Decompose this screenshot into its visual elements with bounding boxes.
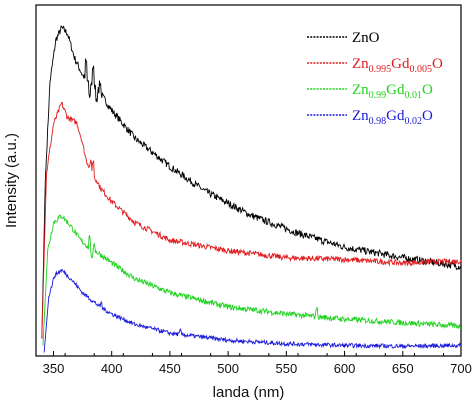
x-tick-label-700: 700 — [450, 361, 472, 376]
x-tick-label-650: 650 — [392, 361, 414, 376]
x-tick-label-550: 550 — [275, 361, 297, 376]
series-line-3 — [43, 268, 462, 353]
legend: ZnO Zn0.995Gd0.005O Zn0.99Gd0.01O Zn0.98Gd0… — [307, 30, 443, 127]
series-line-2 — [42, 214, 462, 346]
y-axis-title: Intensity (a.u.) — [3, 133, 20, 228]
x-tick-label-450: 450 — [159, 361, 181, 376]
x-tick-label-400: 400 — [101, 361, 123, 376]
series-line-1 — [41, 101, 462, 339]
x-tick-label-350: 350 — [43, 361, 65, 376]
legend-label-2: Zn0.99Gd0.01O — [352, 82, 433, 101]
series-layer — [41, 25, 462, 353]
series-line-0 — [41, 25, 462, 339]
x-tick-label-600: 600 — [334, 361, 356, 376]
legend-label-3: Zn0.98Gd0.02O — [352, 108, 433, 127]
plot-area — [35, 4, 462, 357]
x-axis: 350 400 450 500 550 600 650 700 — [35, 351, 472, 376]
legend-label-1: Zn0.995Gd0.005O — [352, 56, 443, 75]
x-tick-label-500: 500 — [217, 361, 239, 376]
x-axis-title: landa (nm) — [213, 384, 285, 401]
legend-label-0: ZnO — [352, 30, 380, 46]
